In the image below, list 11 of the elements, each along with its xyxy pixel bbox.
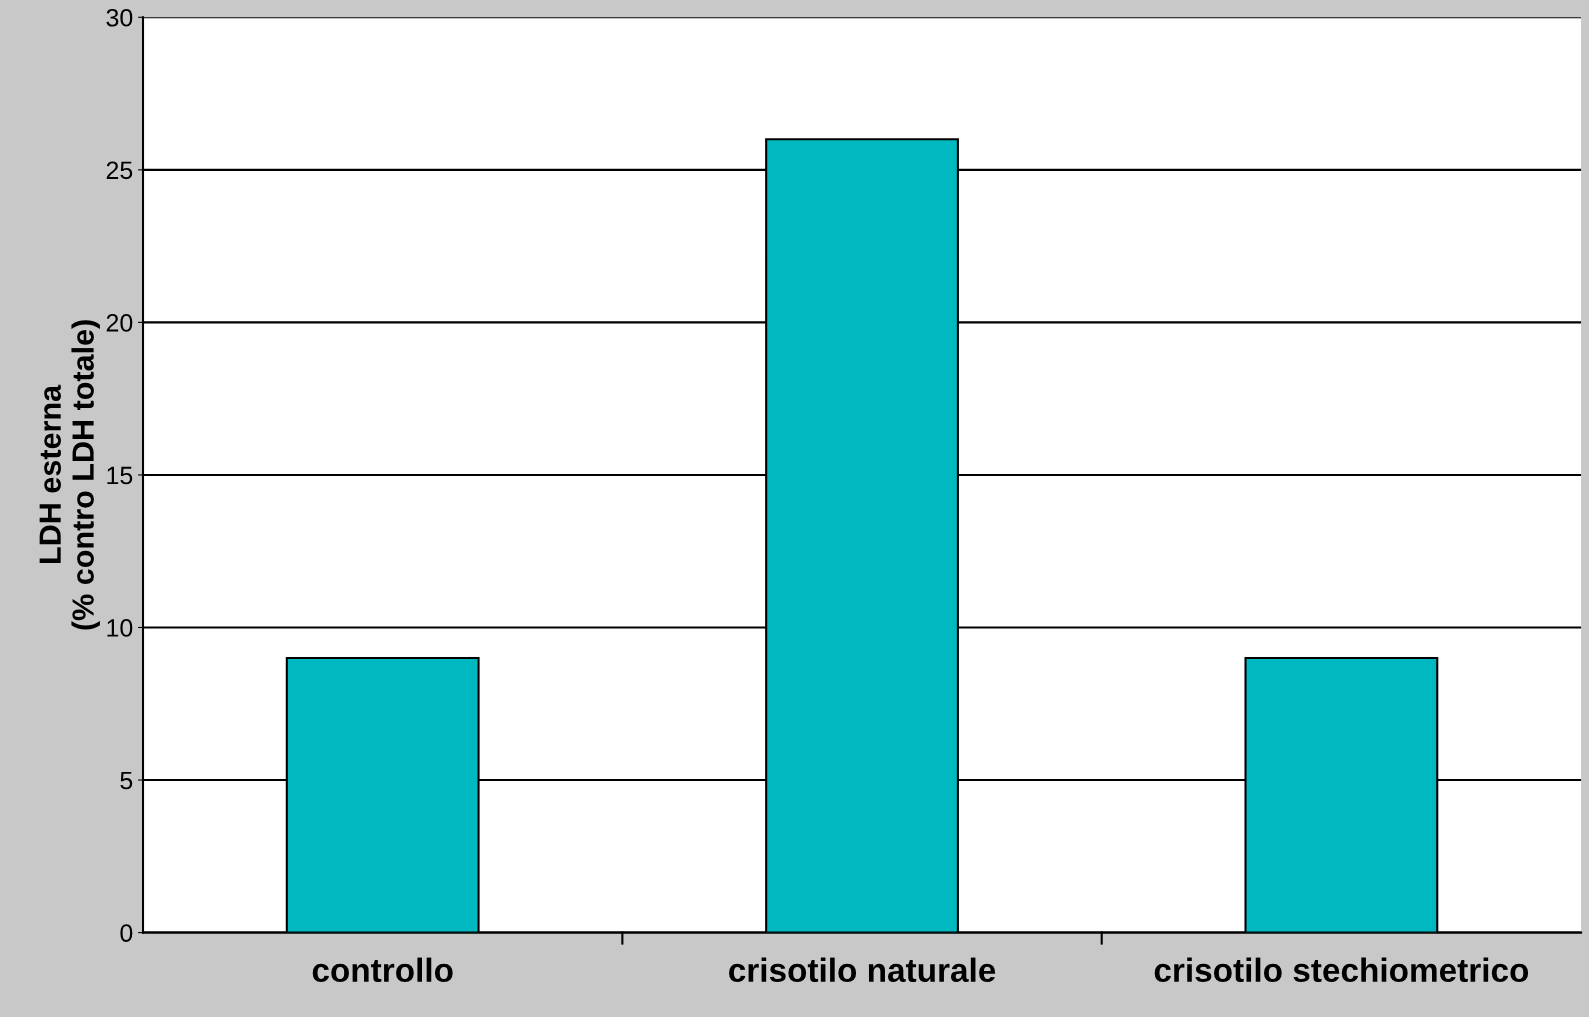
y-tick-label: 0 [120,924,133,942]
x-tick-label: crisotilo stechiometrico [1154,957,1529,983]
y-tick-label: 15 [107,466,133,485]
x-tick-label: crisotilo naturale [729,957,996,983]
x-tick-label: controllo [312,957,453,983]
y-tick-label: 5 [120,771,133,790]
y-tick-label: 25 [106,161,133,180]
y-axis-title: LDH esterna (% contro LDH totale) [39,320,100,630]
y-tick-label: 10 [107,619,133,637]
y-tick-label: 20 [106,313,133,332]
y-tick-label: 30 [106,8,133,27]
